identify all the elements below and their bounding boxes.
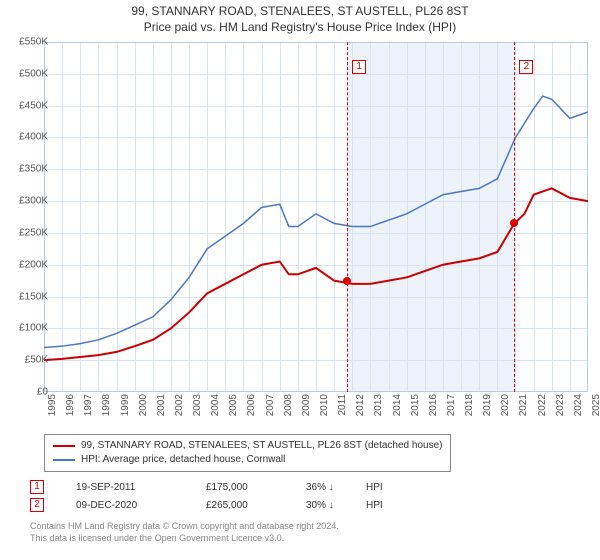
- transaction-date: 19-SEP-2011: [76, 482, 206, 493]
- transaction-marker: 2: [30, 498, 44, 512]
- y-tick-label: £350K: [8, 164, 52, 175]
- x-tick-label: 2025: [591, 394, 600, 416]
- transaction-price: £265,000: [206, 500, 306, 511]
- x-tick-label: 2018: [464, 394, 475, 416]
- x-tick-label: 2022: [537, 394, 548, 416]
- x-tick-label: 2005: [228, 394, 239, 416]
- x-tick-label: 2023: [555, 394, 566, 416]
- line-series-svg: [44, 42, 588, 392]
- x-tick-label: 1997: [83, 394, 94, 416]
- x-tick-label: 2017: [446, 394, 457, 416]
- x-tick-label: 2006: [246, 394, 257, 416]
- x-tick-label: 1998: [101, 394, 112, 416]
- x-tick-label: 2024: [573, 394, 584, 416]
- x-tick-label: 2008: [283, 394, 294, 416]
- y-tick-label: £250K: [8, 227, 52, 238]
- x-tick-label: 2015: [410, 394, 421, 416]
- y-tick-label: £500K: [8, 68, 52, 79]
- y-tick-label: £200K: [8, 259, 52, 270]
- down-arrow-icon: ↓: [329, 500, 334, 511]
- transaction-pct: 30%: [306, 500, 326, 511]
- y-tick-label: £400K: [8, 132, 52, 143]
- x-tick-label: 2014: [392, 394, 403, 416]
- legend-item: HPI: Average price, detached house, Corn…: [53, 453, 442, 467]
- y-tick-label: £100K: [8, 323, 52, 334]
- x-tick-label: 2003: [192, 394, 203, 416]
- legend: 99, STANNARY ROAD, STENALEES, ST AUSTELL…: [44, 434, 451, 472]
- x-tick-label: 2002: [174, 394, 185, 416]
- transaction-price: £175,000: [206, 482, 306, 493]
- transaction-row: 2 09-DEC-2020 £265,000 30% ↓ HPI: [30, 496, 426, 514]
- x-tick-label: 2021: [518, 394, 529, 416]
- x-tick-label: 2013: [373, 394, 384, 416]
- transaction-date: 09-DEC-2020: [76, 500, 206, 511]
- y-tick-label: £550K: [8, 37, 52, 48]
- x-tick-label: 1995: [47, 394, 58, 416]
- x-tick-label: 2016: [428, 394, 439, 416]
- sale-point: [510, 219, 518, 227]
- title-line2: Price paid vs. HM Land Registry's House …: [0, 20, 600, 34]
- x-tick-label: 2000: [138, 394, 149, 416]
- y-tick-label: £300K: [8, 196, 52, 207]
- chart-container: 99, STANNARY ROAD, STENALEES, ST AUSTELL…: [0, 0, 600, 560]
- legend-label: 99, STANNARY ROAD, STENALEES, ST AUSTELL…: [81, 439, 442, 453]
- chart-marker: 1: [352, 60, 366, 74]
- legend-item: 99, STANNARY ROAD, STENALEES, ST AUSTELL…: [53, 439, 442, 453]
- transaction-row: 1 19-SEP-2011 £175,000 36% ↓ HPI: [30, 478, 426, 496]
- x-tick-label: 2019: [482, 394, 493, 416]
- legend-swatch: [53, 459, 75, 461]
- x-tick-label: 2011: [337, 394, 348, 416]
- sale-point: [343, 277, 351, 285]
- x-tick-label: 2007: [265, 394, 276, 416]
- footer-line2: This data is licensed under the Open Gov…: [30, 532, 339, 544]
- x-tick-label: 1999: [120, 394, 131, 416]
- chart-marker: 2: [519, 60, 533, 74]
- y-tick-label: £150K: [8, 291, 52, 302]
- title-line1: 99, STANNARY ROAD, STENALEES, ST AUSTELL…: [0, 4, 600, 18]
- series-hpi: [44, 96, 588, 347]
- x-tick-label: 2001: [156, 394, 167, 416]
- x-tick-label: 2012: [355, 394, 366, 416]
- y-tick-label: £50K: [8, 355, 52, 366]
- y-tick-label: £450K: [8, 100, 52, 111]
- legend-swatch: [53, 445, 75, 447]
- transaction-marker: 1: [30, 480, 44, 494]
- down-arrow-icon: ↓: [329, 482, 334, 493]
- x-tick-label: 2020: [500, 394, 511, 416]
- x-tick-label: 1996: [65, 394, 76, 416]
- transactions-table: 1 19-SEP-2011 £175,000 36% ↓ HPI 2 09-DE…: [30, 478, 426, 514]
- legend-label: HPI: Average price, detached house, Corn…: [81, 453, 285, 467]
- transaction-pct: 36%: [306, 482, 326, 493]
- x-tick-label: 2009: [301, 394, 312, 416]
- y-tick-label: £0: [8, 387, 52, 398]
- x-tick-label: 2004: [210, 394, 221, 416]
- footer-line1: Contains HM Land Registry data © Crown c…: [30, 520, 339, 532]
- footer: Contains HM Land Registry data © Crown c…: [30, 520, 339, 544]
- transaction-vs: HPI: [366, 500, 426, 511]
- transaction-vs: HPI: [366, 482, 426, 493]
- x-tick-label: 2010: [319, 394, 330, 416]
- title-area: 99, STANNARY ROAD, STENALEES, ST AUSTELL…: [0, 0, 600, 34]
